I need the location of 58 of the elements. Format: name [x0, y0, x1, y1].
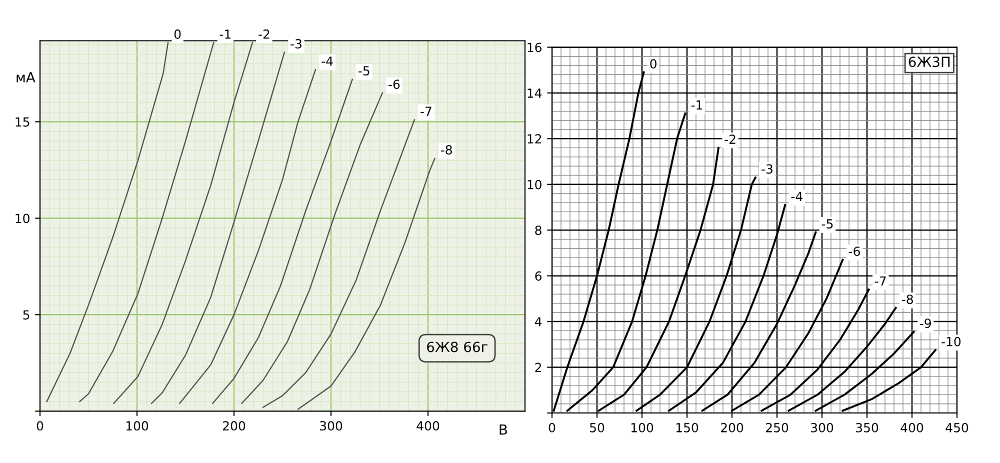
series-label: -2 — [724, 134, 736, 144]
series-label: -5 — [822, 219, 833, 229]
series-label: -4 — [791, 192, 802, 201]
y-axis-title: мА — [16, 72, 36, 82]
line-series — [179, 69, 316, 404]
series-label: -2 — [258, 29, 270, 39]
y-tick-label: 15 — [16, 117, 30, 127]
y-tick-label: 14 — [528, 88, 542, 98]
x-tick-label: 50 — [590, 422, 604, 432]
annotation: 6Ж8 66г — [427, 342, 488, 352]
x-tick-label: 100 — [631, 422, 654, 432]
line-series — [150, 52, 286, 404]
x-tick-label: 450 — [946, 422, 968, 432]
series-label: -8 — [902, 294, 913, 304]
series-label: 0 — [174, 29, 181, 39]
y-tick-label: 12 — [528, 134, 542, 144]
x-tick-label: 200 — [720, 422, 744, 432]
series-label: -1 — [220, 30, 230, 39]
line-series — [79, 42, 214, 402]
annotation: 6Ж3П — [908, 56, 950, 68]
line-series — [113, 42, 254, 404]
y-tick-label: 4 — [534, 317, 542, 326]
x-tick-label: 400 — [900, 422, 924, 432]
series-label: -7 — [874, 276, 886, 286]
x-tick-label: 350 — [856, 422, 878, 432]
series-label: -8 — [440, 145, 452, 155]
x-tick-label: 100 — [126, 421, 148, 431]
x-tick-label: 200 — [222, 421, 246, 431]
series-label: -1 — [691, 100, 702, 110]
x-tick-label: 150 — [676, 422, 698, 432]
x-tick-label: 400 — [416, 421, 440, 431]
y-tick-label: 6 — [535, 271, 542, 281]
x-axis-title: B — [500, 424, 507, 435]
y-tick-label: 5 — [23, 310, 30, 320]
series-label: -3 — [290, 39, 302, 49]
y-tick-label: 8 — [535, 226, 542, 236]
x-tick-label: 0 — [36, 421, 44, 431]
x-tick-label: 0 — [548, 422, 556, 432]
series-label: -6 — [848, 246, 860, 256]
series-label: -4 — [322, 56, 333, 66]
series-label: -9 — [920, 318, 931, 328]
x-tick-label: 300 — [811, 422, 834, 432]
series-label: -7 — [420, 106, 432, 116]
x-tick-label: 300 — [320, 421, 342, 431]
y-tick-label: 10 — [528, 180, 542, 190]
x-tick-label: 250 — [766, 422, 788, 432]
y-tick-label: 2 — [535, 362, 542, 372]
line-series — [212, 78, 353, 404]
line-series — [241, 92, 384, 404]
y-tick-label: 16 — [528, 42, 542, 52]
series-label: -6 — [388, 80, 400, 90]
series-label: 0 — [650, 59, 656, 69]
y-tick-label: 10 — [16, 214, 30, 224]
series-label: -5 — [358, 66, 370, 76]
series-label: -10 — [942, 336, 961, 346]
line-series — [46, 42, 169, 402]
series-label: -3 — [762, 164, 772, 174]
line-series — [262, 119, 416, 408]
